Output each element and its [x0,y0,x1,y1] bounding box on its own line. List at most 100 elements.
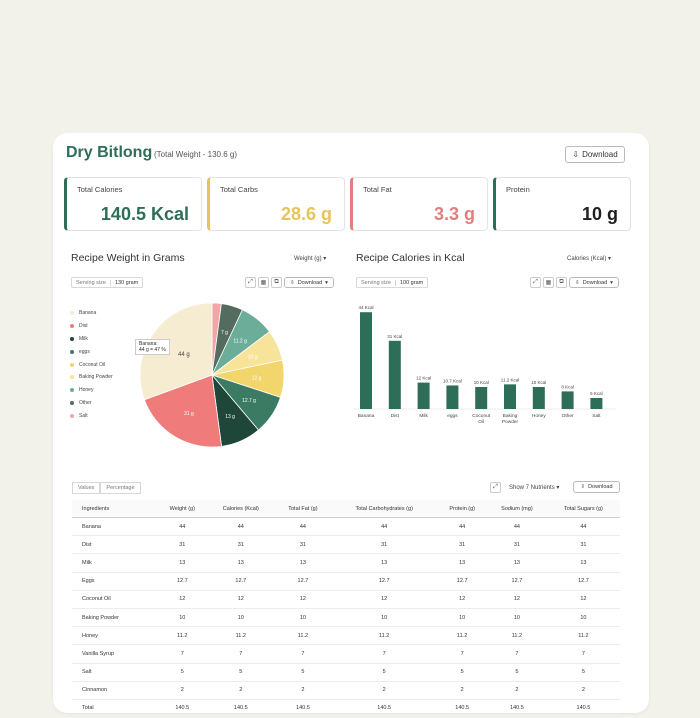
weight-download-button[interactable]: ⇩ Download ▾ [284,277,334,288]
table-row: Total 140.5 140.5 140.5 140.5 140.5 140.5 140.5 [72,699,620,718]
bar-banana[interactable] [360,312,372,409]
download-button[interactable]: ⇩ Download [565,146,625,163]
table-icon[interactable]: ▦ [258,277,269,288]
table-row: Coconut Oil 12 12 12 12 12 12 12 [72,590,620,609]
table-row: Honey 11.2 11.2 11.2 11.2 11.2 11.2 11.2 [72,626,620,646]
serving-size-box[interactable]: Serving size 130 gram [71,277,144,288]
expand-icon[interactable]: ⤢ [490,482,501,493]
table-cell: 11.2 [437,626,487,646]
table-cell: 44 [486,517,547,537]
table-cell: 140.5 [437,699,487,718]
table-cell: 10 [330,608,438,628]
bar-value-label: 31 Kcal [387,334,402,339]
stat-label: Total Fat [363,185,392,194]
column-header[interactable]: Weight (g) [157,500,207,518]
pie-slice-banana[interactable] [139,302,213,401]
calories-metric-select[interactable]: Calories (Kcal) ▾ [567,256,612,262]
table-row: Eggs 12.7 12.7 12.7 12.7 12.7 12.7 12.7 [72,572,620,591]
table-cell: 31 [157,535,207,555]
bar-eggs[interactable] [446,385,459,409]
column-header[interactable]: Calories (Kcal) [206,500,275,518]
nutrient-select[interactable]: Show 7 Nutrients ▾ [509,485,560,491]
table-cell: 31 [274,535,331,555]
table-cell: 44 [437,517,487,537]
bar-baking-powder[interactable] [504,384,516,409]
table-cell: 13 [274,553,331,573]
table-cell: Milk [72,553,158,573]
serving-size-box[interactable]: Serving size 100 gram [356,277,429,288]
bar-coconut-oil[interactable] [475,387,488,409]
table-download-button[interactable]: ⇩ Download [573,481,620,493]
page-title: Dry Bitlong [66,144,153,161]
table-cell: Vanilla Syrup [72,644,158,664]
pie-slice-label: 13 g [225,414,235,420]
download-icon: ⇩ [575,279,580,286]
table-cell: 13 [437,553,487,573]
table-cell: 2 [330,681,438,700]
pie-slice-label: 11.2 g [233,338,247,344]
column-header[interactable]: Sodium (mg) [486,500,547,518]
table-cell: 12 [274,590,331,609]
weight-metric-select[interactable]: Weight (g) ▾ [294,256,327,262]
table-cell: 13 [206,553,275,573]
table-cell: 11.2 [546,626,620,646]
table-cell: 10 [437,608,487,628]
expand-icon[interactable]: ⤢ [245,277,256,288]
pie-tooltip: Banana: 44 g = 47 % [135,339,170,355]
column-header[interactable]: Total Sugars (g) [546,500,620,518]
column-header[interactable]: Total Fat (g) [274,500,331,518]
weight-panel-title: Recipe Weight in Grams [71,252,185,264]
weight-pie-chart: 7 g 11.2 g 10 g 12 g 12.7 g 13 g 31 g [139,302,285,448]
download-icon: ⇩ [580,484,586,490]
legend-item: Dist [70,320,113,333]
column-header[interactable]: Ingredients [72,500,158,518]
stat-label: Total Carbs [220,185,258,194]
table-icon[interactable]: ▦ [543,277,554,288]
column-header[interactable]: Protein (g) [437,500,487,518]
table-cell: 140.5 [546,699,620,718]
table-cell: 2 [546,681,620,700]
table-cell: 5 [437,663,487,682]
pie-slice-label: 7 g [221,330,228,336]
tab-values[interactable]: Values [72,482,101,494]
x-tick-label: Dist [391,413,400,419]
table-cell: 13 [546,553,620,573]
table-cell: 13 [157,553,207,573]
x-tick-label: Powder [502,419,519,425]
tab-percentage[interactable]: Percentage [100,482,141,494]
table-row: Banana 44 44 44 44 44 44 44 [72,517,620,537]
table-cell: 12.7 [330,572,438,591]
table-cell: 12.7 [437,572,487,591]
nutrition-table: Ingredients Weight (g) Calories (Kcal) Tota… [72,500,620,718]
legend-item: Salt [70,409,113,422]
table-cell: Coconut Oil [72,590,158,609]
x-tick-label: Honey [532,413,546,419]
stat-card-carbs: Total Carbs 28.6 g [207,177,345,231]
table-cell: Honey [72,626,158,646]
pie-slice-label: 10 g [248,355,258,361]
table-cell: 31 [206,535,275,555]
legend-item: Banana [70,307,113,320]
bar-other[interactable] [561,391,574,409]
total-weight: (Total Weight - 130.6 g) [154,150,238,159]
table-cell: 140.5 [486,699,547,718]
bar-honey[interactable] [532,387,545,409]
bar-milk[interactable] [417,382,430,409]
calories-download-button[interactable]: ⇩ Download ▾ [569,277,619,288]
bar-dist[interactable] [388,340,401,409]
table-cell: 140.5 [330,699,438,718]
bar-salt[interactable] [590,398,603,409]
bar-value-label: 10 Kcal [531,380,546,385]
table-cell: 7 [274,644,331,664]
table-cell: 2 [486,681,547,700]
serving-size-label: Serving size [76,279,106,286]
x-tick-label: Coconut [472,413,491,419]
table-cell: Total [72,699,158,718]
copy-icon[interactable]: ⧉ [556,277,567,288]
column-header[interactable]: Total Carbohydrates (g) [330,500,438,518]
table-cell: 11.2 [330,626,438,646]
serving-size-value: 130 gram [109,279,142,286]
expand-icon[interactable]: ⤢ [530,277,541,288]
copy-icon[interactable]: ⧉ [271,277,282,288]
table-cell: 5 [157,663,207,682]
